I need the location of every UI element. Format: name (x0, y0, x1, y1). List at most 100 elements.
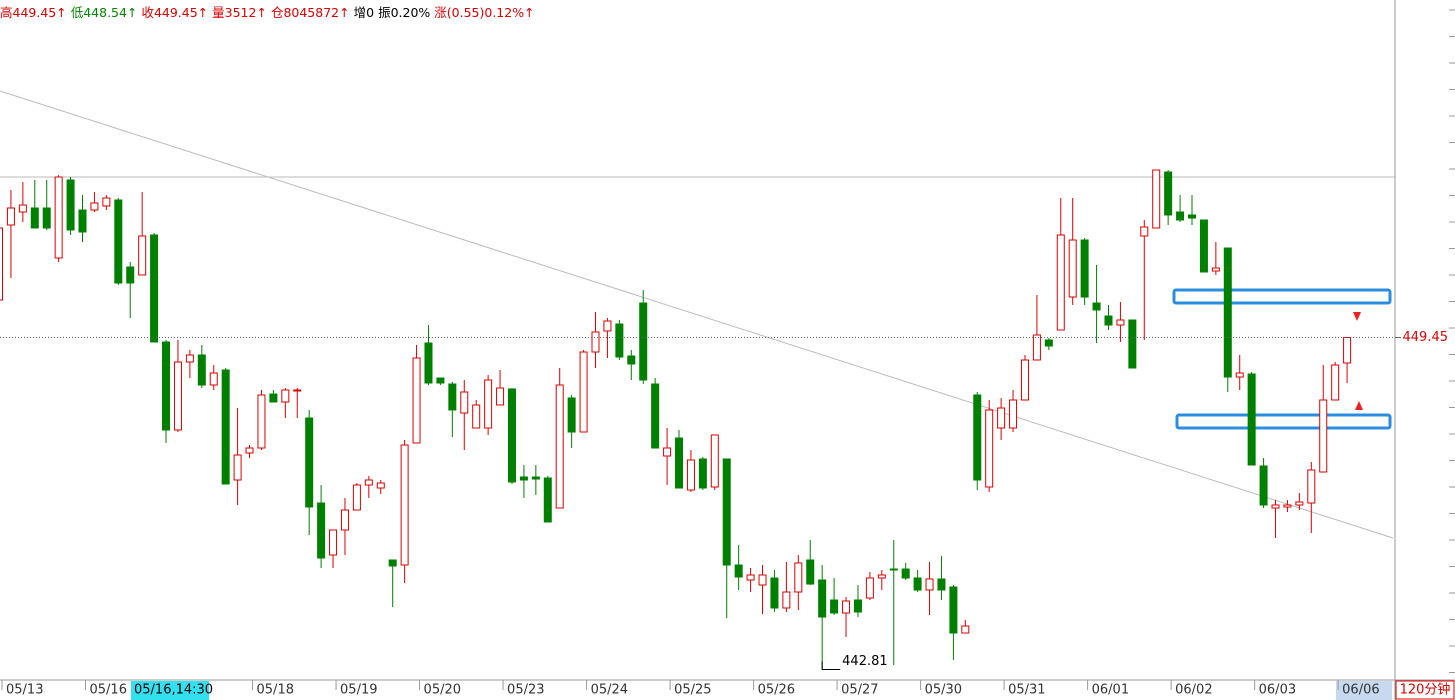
drawings (0, 90, 1395, 539)
zone-box (1172, 288, 1392, 305)
x-tick-label: 05/16 (90, 683, 127, 698)
candle-body (1235, 372, 1244, 378)
candle-body (1092, 302, 1101, 311)
x-tick-label: 06/01 (1092, 683, 1129, 698)
candle-body (842, 600, 851, 614)
candle-body (782, 591, 791, 609)
candle-body (1271, 504, 1280, 509)
candle-body (364, 479, 373, 486)
candle-body (233, 454, 242, 481)
quote-item: 仓8045872↑ (270, 5, 350, 20)
candle-body (150, 234, 159, 343)
candle-body (329, 529, 338, 556)
candle-body (1009, 399, 1018, 429)
candle-body (305, 417, 314, 508)
candle-body (376, 482, 385, 489)
x-tick-label: 05/20 (424, 683, 461, 698)
candle-body (507, 388, 516, 483)
candle-body (221, 369, 230, 485)
candle-body (1223, 247, 1232, 378)
candle-body (281, 389, 290, 403)
arrow-down (1353, 312, 1361, 321)
candle-body (937, 578, 946, 591)
candles (0, 169, 1352, 670)
low-leader (821, 661, 841, 670)
candle-body (54, 176, 63, 259)
candle-body (913, 577, 922, 591)
candle-body (615, 323, 624, 358)
candle-body (1188, 214, 1196, 219)
candle-body (1259, 465, 1268, 506)
candle-body (663, 447, 672, 457)
candle-body (400, 444, 409, 566)
candle-body (173, 361, 182, 431)
candle-body (0, 227, 3, 301)
x-tick-label: 05/24 (591, 683, 628, 698)
cursor-label-bg (131, 681, 209, 700)
candle-body (555, 384, 564, 509)
x-tick-label: 05/19 (340, 683, 377, 698)
candle-body (961, 625, 970, 634)
quote-item: 高449.45↑ (0, 5, 67, 20)
period-label: 120分钟 (1400, 682, 1451, 698)
candle-body (1116, 319, 1125, 326)
trend-line (0, 90, 1394, 539)
candle-body (1199, 219, 1208, 273)
candle-body (1331, 364, 1340, 401)
candle-body (1283, 504, 1292, 508)
candle-body (352, 484, 361, 511)
candle-body (746, 574, 755, 581)
candle-body (126, 266, 135, 284)
x-tick-label: 05/13 (6, 683, 43, 698)
candle-body (698, 458, 707, 489)
candle-body (722, 458, 731, 566)
candle-body (830, 599, 839, 614)
candle-body (889, 568, 898, 571)
low-label: 442.81 (842, 654, 888, 669)
candle-body (412, 357, 421, 444)
candle-body (388, 559, 397, 567)
candle-body (675, 437, 684, 489)
candle-body (1343, 337, 1352, 364)
candle-body (531, 476, 540, 480)
candle-body (1176, 211, 1185, 221)
candle-body (1056, 234, 1065, 331)
candle-body (1020, 359, 1029, 401)
quote-item: 收449.45↑ (141, 5, 209, 20)
candle-body (293, 389, 302, 392)
candle-body (853, 599, 862, 613)
candle-body (496, 387, 505, 406)
candle-body (543, 477, 552, 523)
candle-body (78, 209, 87, 233)
quote-item: 量3512↑ (212, 5, 267, 20)
quote-item: 低448.54↑ (70, 5, 138, 20)
candle-body (1104, 315, 1113, 326)
candle-body (627, 355, 636, 365)
candle-body (1140, 226, 1149, 237)
candle-body (30, 207, 39, 229)
candle-body (1044, 339, 1053, 347)
candle-body (1128, 319, 1137, 369)
candle-body (90, 202, 99, 211)
candle-body (1319, 399, 1328, 473)
x-tick-label: 05/25 (674, 683, 711, 698)
arrow-up (1355, 401, 1363, 410)
candle-body (1080, 239, 1089, 298)
x-tick-label: 06/02 (1175, 683, 1212, 698)
x-tick-label: 05/27 (841, 683, 878, 698)
candle-body (758, 574, 767, 586)
candle-body (114, 199, 123, 284)
candle-body (901, 568, 910, 579)
candle-body (102, 197, 111, 207)
zone-box (1175, 413, 1392, 430)
cursor-label: 05/16,14:30 (134, 683, 213, 698)
quote-header: 高449.45↑ 低448.54↑ 收449.45↑ 量3512↑ 仓8045872↑ 增… (0, 2, 539, 21)
quote-item: 涨(0.55)0.12%↑ (434, 5, 535, 20)
candle-body (245, 447, 254, 454)
candle-body (6, 207, 15, 226)
candle-body (185, 354, 194, 363)
candle-body (42, 207, 51, 229)
candle-body (806, 559, 815, 585)
